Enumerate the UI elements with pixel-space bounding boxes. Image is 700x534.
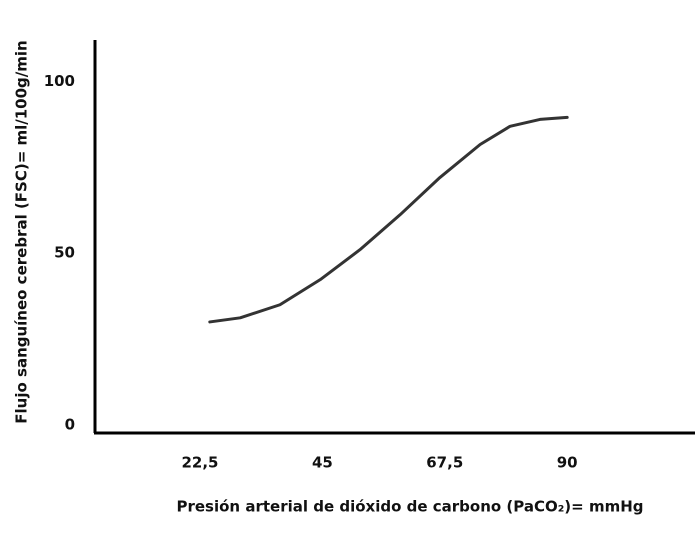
x-tick-label: 22,5 [181, 454, 218, 472]
y-tick-label: 0 [65, 416, 75, 434]
x-tick-label: 45 [312, 454, 333, 472]
x-tick-label: 90 [557, 454, 578, 472]
y-axis-label: Flujo sanguíneo cerebral (FSC)= ml/100g/… [13, 40, 31, 423]
y-tick-label: 50 [54, 244, 75, 262]
data-line [208, 115, 569, 324]
x-tick-label: 67,5 [426, 454, 463, 472]
y-tick-label: 100 [44, 72, 75, 90]
x-axis-label: Presión arterial de dióxido de carbono (… [176, 498, 643, 516]
